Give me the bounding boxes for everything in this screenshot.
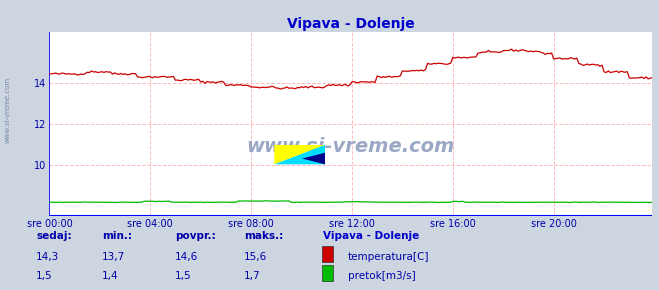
Polygon shape — [274, 145, 325, 164]
Polygon shape — [302, 153, 325, 164]
Text: www.si-vreme.com: www.si-vreme.com — [5, 77, 11, 143]
Text: 14,6: 14,6 — [175, 251, 198, 262]
Text: 1,5: 1,5 — [36, 271, 53, 281]
Polygon shape — [274, 145, 325, 164]
Text: 1,7: 1,7 — [244, 271, 260, 281]
Text: pretok[m3/s]: pretok[m3/s] — [348, 271, 416, 281]
Text: 1,4: 1,4 — [102, 271, 119, 281]
Text: 13,7: 13,7 — [102, 251, 125, 262]
Text: www.si-vreme.com: www.si-vreme.com — [246, 137, 455, 155]
Text: 14,3: 14,3 — [36, 251, 59, 262]
Text: 15,6: 15,6 — [244, 251, 267, 262]
Text: Vipava - Dolenje: Vipava - Dolenje — [323, 231, 419, 241]
Text: sedaj:: sedaj: — [36, 231, 72, 241]
Title: Vipava - Dolenje: Vipava - Dolenje — [287, 17, 415, 31]
Text: povpr.:: povpr.: — [175, 231, 215, 241]
Text: min.:: min.: — [102, 231, 132, 241]
Text: maks.:: maks.: — [244, 231, 283, 241]
Text: temperatura[C]: temperatura[C] — [348, 251, 430, 262]
Text: 1,5: 1,5 — [175, 271, 191, 281]
